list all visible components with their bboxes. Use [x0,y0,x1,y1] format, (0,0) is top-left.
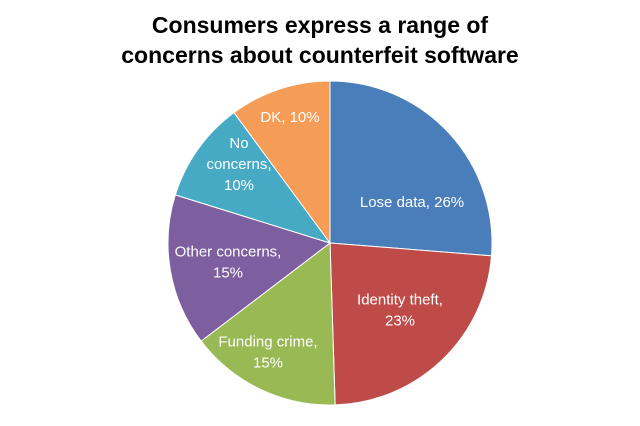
pie-slice-label: No concerns, 10% [206,135,271,194]
pie-slice [329,80,493,257]
pie-slice [233,80,331,245]
chart-title: Consumers express a range of concerns ab… [0,10,640,70]
pie-slice-label-line: concerns, [206,156,271,173]
pie-labels: Lose data, 26% Identity theft, 23% Funding … [175,109,464,372]
pie-slice-label-line: DK, 10% [260,109,319,126]
pie-slice-label: Funding crime, 15% [218,334,317,372]
pie-slice-label: Identity theft, 23% [357,292,443,330]
pie-slice-label: Lose data, 26% [360,194,464,211]
pie-slice-label-line: Funding crime, [218,334,317,351]
pie-slice [167,194,332,342]
pie-slice-label: DK, 10% [260,109,319,126]
pie-slice-label-line: No [229,135,248,152]
chart-title-line-1: Consumers express a range of [151,12,489,38]
pie-slice [329,242,493,406]
pie-slice-label-line: Lose data, 26% [360,194,464,211]
pie-slice [174,111,332,244]
pie-slices [167,80,493,406]
pie-slice-label-line: Other concerns, [175,244,282,261]
chart-title-line-2: concerns about counterfeit software [121,42,519,68]
pie-slice-label-line: 15% [213,265,243,282]
pie-slice-label-line: 10% [224,177,254,194]
pie-slice-label-line: 15% [253,355,283,372]
pie-slice-label: Other concerns, 15% [175,244,282,282]
pie-slice-label-line: Identity theft, [357,292,443,309]
pie-slice [200,242,336,406]
pie-slice-label-line: 23% [385,313,415,330]
